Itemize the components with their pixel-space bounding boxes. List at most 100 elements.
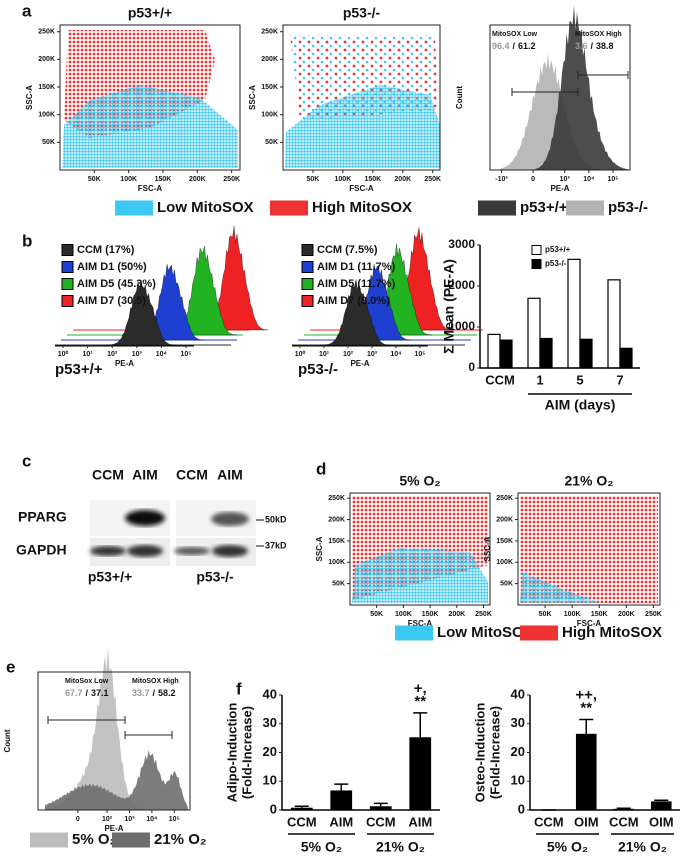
- x-tick-label: CCM: [485, 372, 515, 387]
- x-axis-label: FSC-A: [349, 184, 374, 193]
- y-tick-label: 30: [263, 715, 277, 730]
- gate-label: MitoSox Low: [65, 678, 109, 685]
- x-tick-label: OIM: [649, 814, 674, 829]
- panel-label: e: [6, 657, 15, 676]
- legend-swatch: [566, 200, 604, 216]
- y-tick-label: 100K: [261, 112, 278, 119]
- y-tick-label: 250K: [328, 495, 345, 502]
- x-tick-label: 10⁴: [156, 351, 168, 358]
- x-tick-label: 10⁵: [180, 351, 191, 358]
- legend-label: p53+/+: [545, 245, 571, 254]
- cloud-high: [520, 496, 658, 603]
- x-tick-label: 10³: [560, 176, 571, 183]
- chart-title: p53+/+: [128, 5, 172, 21]
- gate-values: 3.6/38.8: [575, 41, 614, 51]
- y-tick-label: 50K: [265, 139, 278, 146]
- error-bar: [373, 802, 388, 807]
- bar: [527, 297, 541, 369]
- x-tick-label: 10⁰: [58, 350, 69, 358]
- x-tick-label: 10¹: [319, 351, 330, 358]
- histogram-curve: [535, 5, 628, 170]
- y-tick-label: 40: [263, 686, 277, 701]
- x-tick-label: 10⁵: [414, 351, 425, 358]
- x-axis-label: FSC-A: [138, 184, 163, 193]
- legend-swatch: [61, 295, 74, 307]
- cloud-low: [520, 572, 600, 603]
- y-tick-label: 1000: [448, 319, 475, 333]
- bar: [409, 737, 432, 810]
- bar: [575, 733, 597, 810]
- y-tick-label: 50K: [42, 139, 55, 146]
- legend-label: p53-/-: [608, 199, 648, 216]
- group-label: AIM (days): [545, 397, 616, 413]
- error-bar: [334, 783, 349, 791]
- legend-label: p53-/-: [545, 259, 567, 268]
- cloud-low: [352, 548, 488, 603]
- error-bar: [413, 712, 428, 738]
- blot-marker: 37kD: [265, 540, 287, 550]
- blot-lane: AIM: [132, 467, 158, 483]
- x-tick-label: CCM: [287, 814, 317, 829]
- group-label: 21% O₂: [376, 839, 425, 855]
- gate: [511, 88, 579, 96]
- y-tick-label: 200K: [38, 56, 55, 63]
- y-tick-label: 100K: [328, 559, 345, 566]
- bar: [607, 279, 621, 369]
- x-tick-label: 10³: [124, 816, 135, 823]
- histogram-curve: [104, 279, 176, 346]
- y-axis-label: Count: [455, 86, 464, 109]
- gate-values: 96.4/61.2: [492, 41, 536, 51]
- bar: [330, 790, 353, 810]
- legend-label: CCM (7.5%): [317, 244, 378, 256]
- blot-lane: CCM: [92, 467, 124, 483]
- plot-frame: [349, 492, 491, 606]
- blot-row: PPARG: [18, 509, 67, 525]
- y-tick-label: 0: [270, 801, 277, 816]
- band: [212, 545, 248, 557]
- y-tick-label: 0: [468, 360, 475, 374]
- gate-value: 37.1: [91, 688, 109, 698]
- x-tick-label: 10⁵: [608, 176, 619, 183]
- histogram-curve: [500, 53, 600, 170]
- panel-label: d: [316, 459, 326, 478]
- bar: [619, 347, 633, 369]
- x-tick-label: CCM: [609, 814, 639, 829]
- blot-group: p53-/-: [196, 569, 234, 585]
- gate-value: 3.6: [575, 41, 588, 51]
- error-bar: [616, 807, 631, 810]
- gate-value: 58.2: [158, 688, 176, 698]
- legend-label: AIM D1 (11.7%): [317, 261, 396, 273]
- x-tick-label: 10³: [367, 351, 378, 358]
- gate-value: 38.8: [596, 41, 614, 51]
- legend-swatch: [270, 200, 308, 216]
- gate-value: 67.7: [65, 688, 83, 698]
- x-tick-label: AIM: [408, 814, 432, 829]
- plot-frame: [489, 24, 631, 171]
- y-tick-label: 150K: [261, 84, 278, 91]
- x-tick-label: CCM: [366, 814, 396, 829]
- sample-label: p53+/+: [55, 361, 103, 378]
- gate-value: 96.4: [492, 41, 510, 51]
- blot-lane: AIM: [217, 467, 243, 483]
- legend-swatch: [301, 295, 314, 307]
- x-axis-label: FSC-A: [408, 619, 433, 628]
- y-axis-label: Osteo-Induction: [472, 703, 487, 803]
- x-tick-label: 100K: [120, 176, 137, 183]
- x-axis-label: PE-A: [104, 824, 123, 833]
- y-tick-label: 30: [511, 715, 525, 730]
- sample-label: p53-/-: [298, 361, 338, 378]
- y-tick-label: 100K: [38, 112, 55, 119]
- group-label: 21% O₂: [618, 839, 667, 855]
- legend-label: p53+/+: [520, 199, 568, 216]
- legend-swatch: [112, 832, 150, 848]
- band: [90, 546, 126, 556]
- blot-marker: 50kD: [265, 514, 287, 524]
- chart-title: 5% O₂: [399, 473, 440, 489]
- gate-label: MitoSOX High: [132, 678, 179, 685]
- x-tick-label: 250K: [475, 611, 492, 618]
- x-tick-label: 250K: [424, 176, 441, 183]
- y-tick-label: 150K: [496, 538, 513, 545]
- cloud-low: [62, 85, 238, 168]
- panel-label: b: [22, 231, 32, 250]
- x-tick-label: AIM: [329, 814, 353, 829]
